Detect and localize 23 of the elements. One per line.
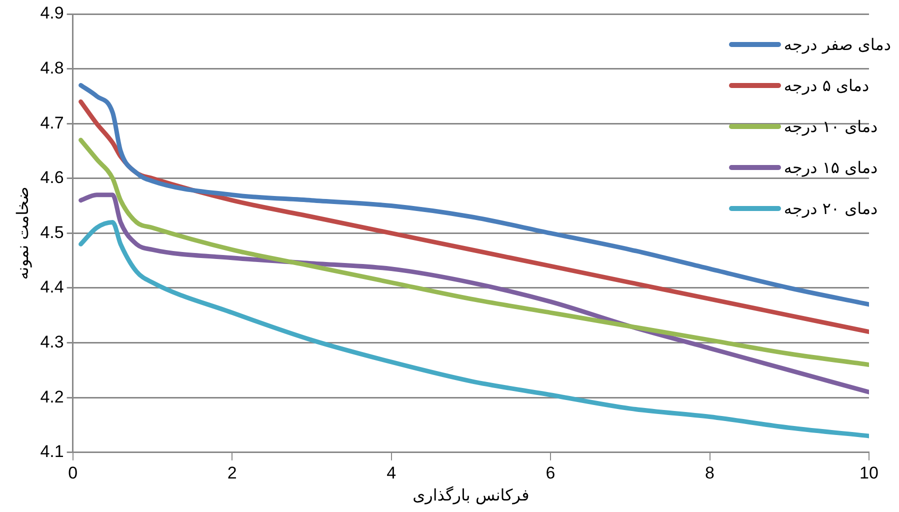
x-tick-label: 6 bbox=[546, 463, 556, 482]
x-axis-title: فرکانس بارگذاری bbox=[412, 486, 530, 505]
y-tick-label: 4.7 bbox=[40, 113, 64, 132]
y-tick-label: 4.9 bbox=[40, 4, 64, 23]
y-tick-label: 4.3 bbox=[40, 332, 64, 352]
y-tick-label: 4.5 bbox=[40, 222, 64, 242]
legend-label: دمای ۲۰ درجه bbox=[784, 198, 878, 218]
x-tick-label: 0 bbox=[68, 463, 78, 482]
legend-label: دمای ۵ درجه bbox=[784, 76, 870, 94]
y-tick-label: 4.2 bbox=[40, 387, 64, 406]
legend-label: دمای ۱۰ درجه bbox=[784, 116, 878, 136]
y-tick-label: 4.4 bbox=[40, 278, 64, 297]
y-axis-title: ضخامت نمونه bbox=[12, 186, 32, 280]
x-tick-label: 10 bbox=[860, 463, 878, 482]
y-tick-label: 4.8 bbox=[40, 58, 64, 78]
line-series bbox=[78, 220, 869, 438]
y-tick-label: 4.1 bbox=[40, 442, 64, 462]
legend-label: دمای ۱۵ درجه bbox=[784, 158, 878, 176]
x-tick-label: 2 bbox=[227, 463, 237, 482]
y-tick-label: 4.6 bbox=[40, 168, 64, 188]
x-tick-label: 8 bbox=[705, 463, 714, 482]
legend-label: دمای صفر درجه bbox=[784, 34, 891, 54]
x-tick-label: 4 bbox=[386, 463, 396, 482]
